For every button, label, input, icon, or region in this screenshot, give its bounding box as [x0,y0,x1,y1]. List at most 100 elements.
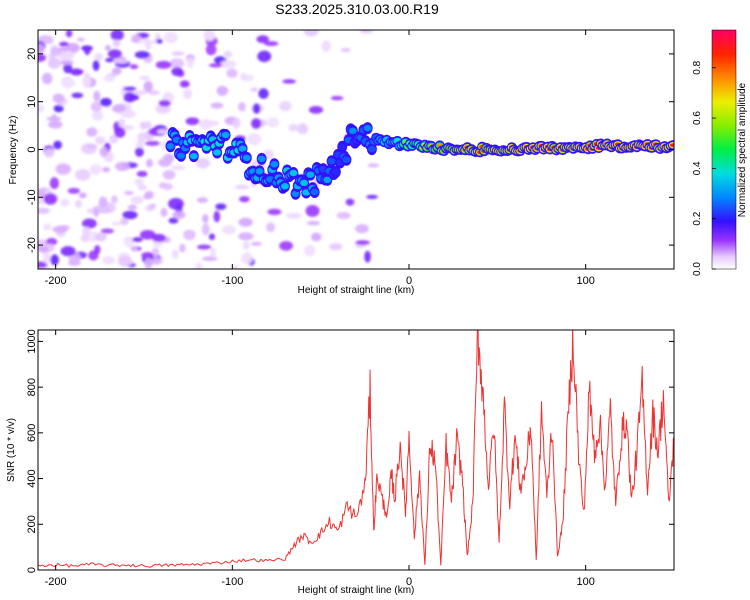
spectrogram-noise-blob [366,194,379,199]
spectrogram-noise-blob [360,30,373,34]
spectrogram-cells [38,30,674,269]
spectrogram-noise-blob [71,92,84,99]
spectrogram-noise-blob [98,196,108,208]
spectrogram-y-tick-label: 10 [26,96,38,108]
spectrogram-noise-blob [43,36,54,45]
spectrogram-noise-blob [93,90,101,102]
spectrogram-noise-blob [151,233,166,243]
spectrogram-noise-blob [345,198,355,206]
spectrogram-noise-blob [112,67,122,75]
spectrogram-noise-blob [38,104,45,113]
spectrogram-noise-blob [52,226,68,233]
spectrogram-noise-blob [303,30,319,37]
ridge-cell-mid [331,168,340,176]
spectrogram-noise-blob [50,46,62,57]
ridge-cell-mid [327,157,336,165]
spectrogram-noise-blob [139,230,156,240]
spectrogram-noise-blob [157,158,172,167]
spectrogram-noise-blob [94,244,101,255]
spectrogram-noise-blob [234,184,250,190]
spectrogram-noise-blob [220,60,237,69]
spectrogram-noise-blob [65,42,80,54]
ridge-cell-mid [238,145,247,152]
spectrogram-noise-blob [45,237,58,246]
spectrogram-noise-blob [146,158,153,168]
spectrogram-noise-blob [112,104,127,114]
spectrogram-noise-blob [112,59,129,64]
spectrogram-ridge [165,122,674,200]
spectrogram-noise-blob [208,233,216,240]
spectrogram-x-tick-label: 100 [576,275,594,287]
spectrogram-noise-blob [38,261,48,269]
spectrogram-noise-blob [130,195,144,205]
spectrogram-noise-blob [94,232,107,242]
spectrogram-noise-blob [134,178,144,186]
spectrogram-noise-blob [80,234,90,243]
spectrogram-noise-blob [185,117,200,126]
spectrogram-noise-blob [364,250,371,263]
spectrogram-noise-layer [38,30,380,269]
spectrogram-noise-blob [51,114,58,122]
spectrogram-noise-blob [107,49,122,59]
colorbar-label: Normalized spectral amplitude [737,82,748,217]
spectrogram-noise-blob [150,257,163,266]
spectrogram-noise-blob [131,34,142,41]
ridge-cell-mid [306,171,315,178]
spectrogram-noise-blob [136,170,148,177]
spectrogram-noise-blob [58,41,69,47]
spectrogram-noise-blob [55,163,72,175]
spectrogram-noise-blob [102,256,115,265]
snr-x-ticks: -200 -100 0 100 [45,330,595,588]
spectrogram-noise-blob [149,203,157,209]
spectrogram-x-ticks: -200 -100 0 100 [45,30,595,287]
spectrogram-noise-blob [238,217,253,227]
spectrogram-noise-blob [208,63,223,68]
spectrogram-noise-blob [209,247,216,258]
snr-x-tick-label: 100 [576,576,594,588]
spectrogram-noise-blob [121,125,135,130]
spectrogram-noise-blob [329,243,343,251]
snr-y-tick-label: 0 [26,567,38,573]
spectrogram-noise-blob [105,57,115,63]
snr-x-tick-label: -200 [45,576,67,588]
spectrogram-x-tick-label: -200 [45,275,67,287]
ridge-cell-mid [255,168,264,175]
snr-plot-area [38,330,674,570]
spectrogram-noise-blob [111,195,118,204]
colorbar-tick-label: 0.8 [692,60,703,74]
spectrogram-noise-blob [201,223,210,236]
spectrogram-y-tick-label: -10 [26,189,38,205]
spectrogram-noise-blob [239,196,250,203]
ridge-cell-mid [338,143,347,151]
spectrogram-x-tick-label: -100 [221,275,243,287]
snr-x-tick-label: 0 [406,576,412,588]
spectrogram-noise-blob [67,187,81,194]
spectrogram-noise-blob [179,243,186,253]
page-title: S233.2025.310.03.00.R19 [275,1,439,17]
spectrogram-noise-blob [171,51,185,56]
spectrogram-noise-blob [355,240,371,245]
spectrogram-noise-blob [102,166,110,173]
spectrogram-y-ticks: 20 10 0 -10 -20 [26,48,674,253]
ridge-cell-mid [367,145,376,153]
spectrogram-noise-blob [266,117,280,128]
spectrogram-noise-blob [205,43,217,56]
spectrogram-noise-blob [141,251,154,258]
spectrogram-noise-blob [122,210,138,220]
spectrogram-noise-blob [43,223,52,231]
spectrogram-noise-blob [145,140,161,146]
spectrogram-noise-blob [124,190,134,196]
spectrogram-noise-blob [162,170,176,180]
spectrogram-noise-blob [117,256,133,267]
spectrogram-noise-blob [257,50,272,63]
spectrogram-noise-blob [232,264,239,269]
spectrogram-noise-blob [297,123,309,135]
ridge-cell-mid [289,169,298,177]
spectrogram-noise-blob [198,119,214,130]
spectrogram-noise-blob [118,118,125,128]
spectrogram-noise-blob [143,80,153,93]
spectrogram-noise-blob [336,211,351,220]
spectrogram-noise-blob [134,147,144,157]
spectrogram-noise-blob [132,237,143,243]
